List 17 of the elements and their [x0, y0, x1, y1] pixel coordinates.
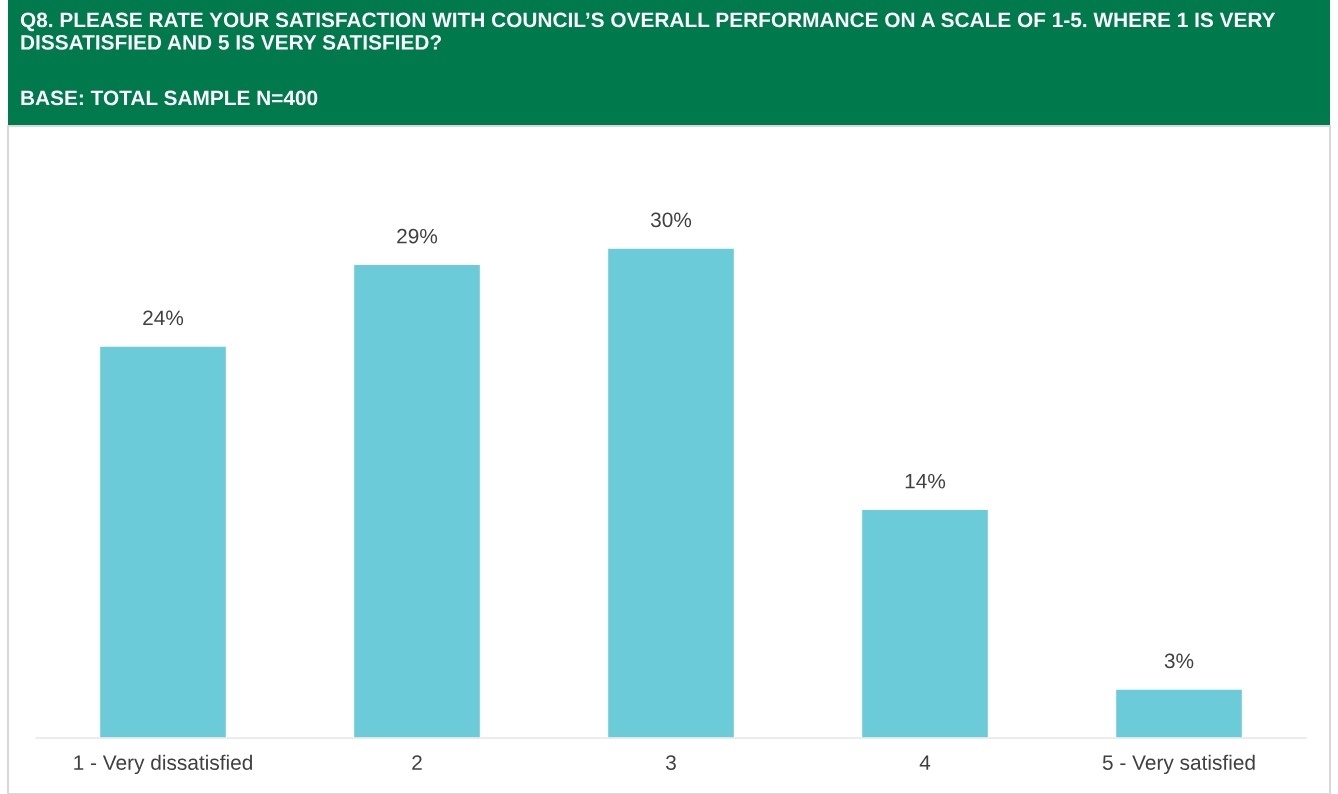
- bar: [1114, 688, 1244, 738]
- bar: [860, 508, 990, 738]
- bar: [352, 263, 482, 738]
- x-tick-label: 5 - Very satisfied: [1102, 754, 1255, 775]
- bar: [606, 247, 736, 738]
- data-label: 3%: [1164, 653, 1194, 669]
- data-label: 14%: [905, 473, 946, 489]
- data-label: 29%: [397, 228, 438, 244]
- x-tick-label: 4: [919, 755, 931, 770]
- data-label: 30%: [650, 212, 692, 228]
- x-tick-label: 1 - Very dissatisfied: [74, 754, 252, 775]
- chart-title: Q8. PLEASE RATE YOUR SATISFACTION WITH COUNCIL’S OVERALL PERFORMANCE ON A SCALE OF 1-5. WHERE 1 IS VERY DISSATISFIED AND 5 IS VERY SATISFIED?: [20, 12, 1276, 50]
- x-tick-label: 2: [412, 755, 422, 770]
- x-tick-label: 3: [666, 755, 676, 770]
- bar: [98, 345, 228, 738]
- chart-subtitle: BASE: TOTAL SAMPLE N=400: [21, 90, 318, 106]
- data-label: 24%: [143, 310, 184, 326]
